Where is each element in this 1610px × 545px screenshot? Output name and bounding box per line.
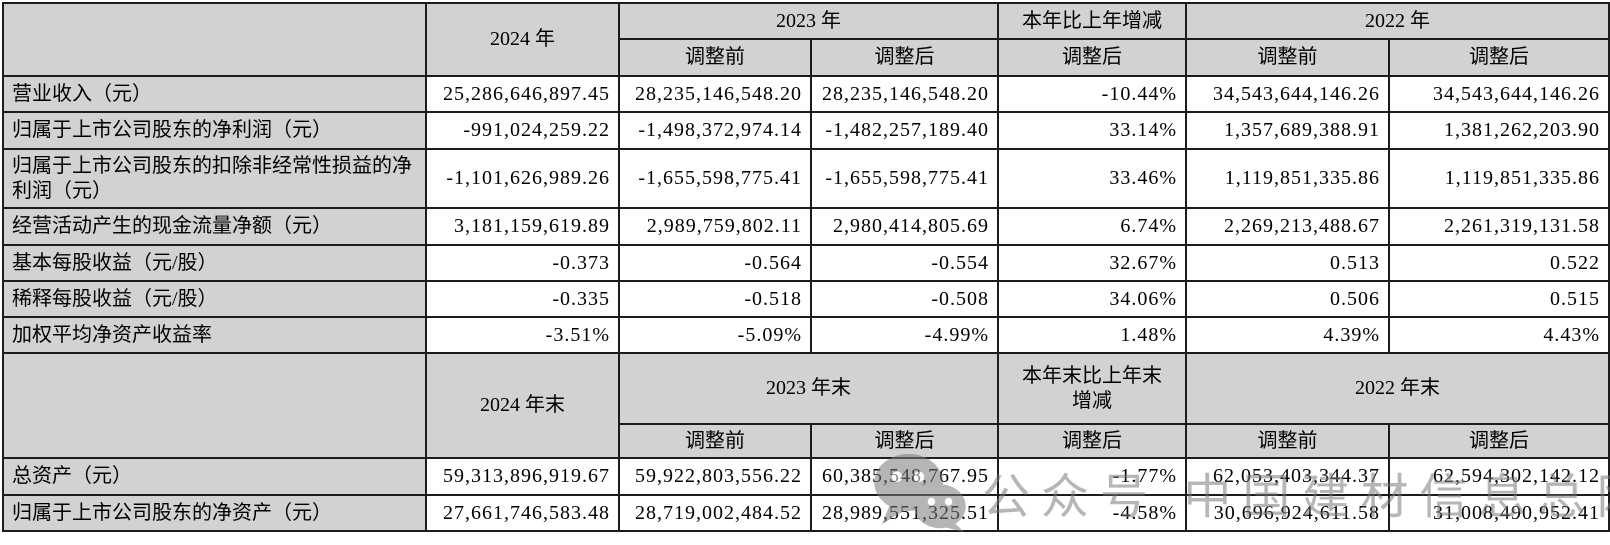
cell-value: 27,661,746,583.48 (425, 494, 620, 532)
cell-value: -4.99% (810, 316, 999, 354)
subcol-header-2022end-before: 调整前 (1185, 423, 1390, 459)
row-label: 归属于上市公司股东的净资产（元） (2, 494, 427, 532)
cell-value: 32.67% (997, 244, 1187, 282)
corner-empty-cell-2 (2, 352, 427, 459)
table-row-weighted-avg-roe: 加权平均净资产收益率 -3.51% -5.09% -4.99% 1.48% 4.… (2, 316, 1610, 354)
cell-value: 0.513 (1185, 244, 1390, 282)
subcol-header-change-after: 调整后 (997, 38, 1187, 77)
col-header-year-2024: 2024 年 (425, 2, 620, 77)
cell-value: -1,101,626,989.26 (425, 148, 620, 209)
table-row-net-profit: 归属于上市公司股东的净利润（元） -991,024,259.22 -1,498,… (2, 111, 1610, 150)
cell-value: 62,053,403,344.37 (1185, 457, 1390, 496)
cell-value: 4.39% (1185, 316, 1390, 354)
cell-value: -0.508 (810, 280, 999, 318)
col-header-2024-year-end: 2024 年末 (425, 352, 620, 459)
table-row-total-assets: 总资产（元） 59,313,896,919.67 59,922,803,556.… (2, 457, 1610, 496)
cell-value: 1,381,262,203.90 (1388, 111, 1610, 150)
cell-value: -1.77% (997, 457, 1187, 496)
row-label: 加权平均净资产收益率 (2, 316, 427, 354)
col-header-year-2023: 2023 年 (618, 2, 999, 40)
cell-value: -5.09% (618, 316, 812, 354)
cell-value: -3.51% (425, 316, 620, 354)
cell-value: 0.506 (1185, 280, 1390, 318)
subcol-header-2023-after: 调整后 (810, 38, 999, 77)
cell-value: 59,922,803,556.22 (618, 457, 812, 496)
subcol-header-2022-after: 调整后 (1388, 38, 1610, 77)
cell-value: -4.58% (997, 494, 1187, 532)
table-row-operating-cash-flow: 经营活动产生的现金流量净额（元） 3,181,159,619.89 2,989,… (2, 207, 1610, 246)
subcol-header-2023-before: 调整前 (618, 38, 812, 77)
cell-value: 34,543,644,146.26 (1185, 75, 1390, 113)
cell-value: -1,655,598,775.41 (810, 148, 999, 209)
col-header-year-end-change: 本年末比上年末 增减 (997, 352, 1187, 425)
cell-value: 28,235,146,548.20 (810, 75, 999, 113)
cell-value: 0.515 (1388, 280, 1610, 318)
cell-value: 6.74% (997, 207, 1187, 246)
cell-value: 2,980,414,805.69 (810, 207, 999, 246)
cell-value: -1,498,372,974.14 (618, 111, 812, 150)
cell-value: -991,024,259.22 (425, 111, 620, 150)
cell-value: 60,385,548,767.95 (810, 457, 999, 496)
cell-value: -1,482,257,189.40 (810, 111, 999, 150)
subcol-header-2022end-after: 调整后 (1388, 423, 1610, 459)
subcol-header-endchange-after: 调整后 (997, 423, 1187, 459)
table-row-net-assets: 归属于上市公司股东的净资产（元） 27,661,746,583.48 28,71… (2, 494, 1610, 532)
cell-value: 1,357,689,388.91 (1185, 111, 1390, 150)
cell-value: -0.373 (425, 244, 620, 282)
cell-value: 2,269,213,488.67 (1185, 207, 1390, 246)
col-header-2023-year-end: 2023 年末 (618, 352, 999, 425)
table-row-net-profit-excl-nonrecurring: 归属于上市公司股东的扣除非经常性损益的净利润（元） -1,101,626,989… (2, 148, 1610, 209)
row-label: 基本每股收益（元/股） (2, 244, 427, 282)
table-row-diluted-eps: 稀释每股收益（元/股） -0.335 -0.518 -0.508 34.06% … (2, 280, 1610, 318)
row-label: 归属于上市公司股东的扣除非经常性损益的净利润（元） (2, 148, 427, 209)
cell-value: 3,181,159,619.89 (425, 207, 620, 246)
cell-value: 2,261,319,131.58 (1388, 207, 1610, 246)
cell-value: 33.46% (997, 148, 1187, 209)
cell-value: -0.335 (425, 280, 620, 318)
cell-value: 30,696,924,611.58 (1185, 494, 1390, 532)
row-label: 总资产（元） (2, 457, 427, 496)
row-label: 营业收入（元） (2, 75, 427, 113)
col-header-year-2022: 2022 年 (1185, 2, 1610, 40)
col-header-yoy-change: 本年比上年增减 (997, 2, 1187, 40)
cell-value: 1,119,851,335.86 (1185, 148, 1390, 209)
financial-summary-table: 2024 年 2023 年 本年比上年增减 2022 年 调整前 调整后 调整后… (2, 2, 1610, 532)
row-label: 归属于上市公司股东的净利润（元） (2, 111, 427, 150)
cell-value: -1,655,598,775.41 (618, 148, 812, 209)
col-header-2022-year-end: 2022 年末 (1185, 352, 1610, 425)
cell-value: 2,989,759,802.11 (618, 207, 812, 246)
cell-value: 33.14% (997, 111, 1187, 150)
cell-value: 31,008,490,952.41 (1388, 494, 1610, 532)
cell-value: 59,313,896,919.67 (425, 457, 620, 496)
corner-empty-cell (2, 2, 427, 77)
row-label: 稀释每股收益（元/股） (2, 280, 427, 318)
cell-value: -0.518 (618, 280, 812, 318)
cell-value: 1,119,851,335.86 (1388, 148, 1610, 209)
cell-value: 25,286,646,897.45 (425, 75, 620, 113)
cell-value: 0.522 (1388, 244, 1610, 282)
cell-value: 34.06% (997, 280, 1187, 318)
cell-value: 4.43% (1388, 316, 1610, 354)
cell-value: 62,594,302,142.12 (1388, 457, 1610, 496)
subcol-header-2023end-before: 调整前 (618, 423, 812, 459)
cell-value: 1.48% (997, 316, 1187, 354)
table-row-basic-eps: 基本每股收益（元/股） -0.373 -0.564 -0.554 32.67% … (2, 244, 1610, 282)
cell-value: -0.554 (810, 244, 999, 282)
subcol-header-2022-before: 调整前 (1185, 38, 1390, 77)
cell-value: -10.44% (997, 75, 1187, 113)
cell-value: -0.564 (618, 244, 812, 282)
cell-value: 28,719,002,484.52 (618, 494, 812, 532)
row-label: 经营活动产生的现金流量净额（元） (2, 207, 427, 246)
cell-value: 28,235,146,548.20 (618, 75, 812, 113)
cell-value: 34,543,644,146.26 (1388, 75, 1610, 113)
cell-value: 28,989,551,325.51 (810, 494, 999, 532)
table-row-revenue: 营业收入（元） 25,286,646,897.45 28,235,146,548… (2, 75, 1610, 113)
subcol-header-2023end-after: 调整后 (810, 423, 999, 459)
